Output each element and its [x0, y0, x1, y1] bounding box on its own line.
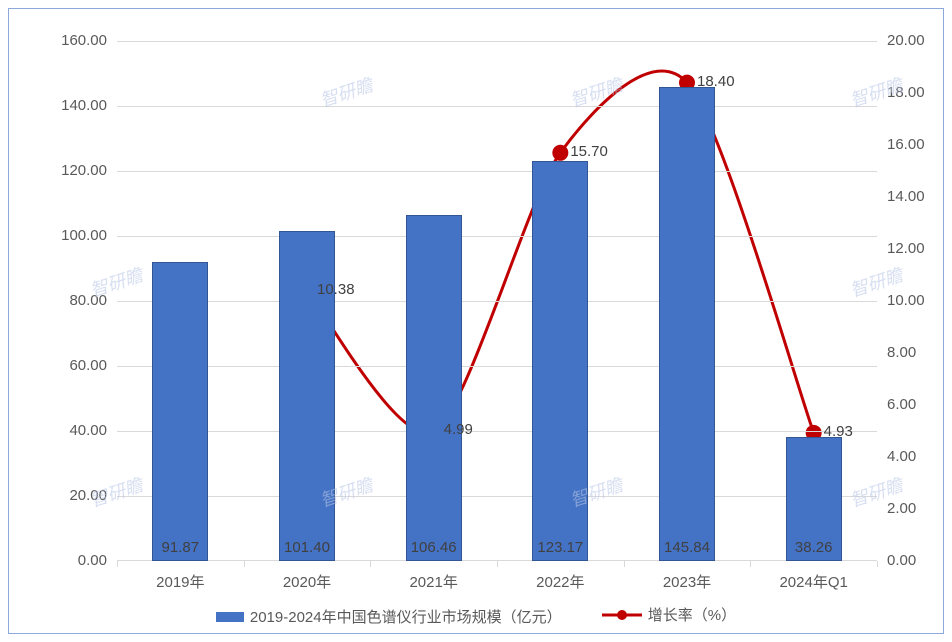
grid-line	[117, 171, 877, 172]
y-left-tick-label: 120.00	[47, 162, 107, 179]
growth-line-value-label: 4.93	[824, 423, 853, 440]
grid-line	[117, 431, 877, 432]
x-tick-label: 2024年Q1	[779, 571, 847, 592]
x-tick	[244, 561, 245, 567]
y-right-tick-label: 2.00	[887, 500, 947, 517]
y-left-tick-label: 40.00	[47, 422, 107, 439]
bar	[659, 87, 715, 561]
bar-value-label: 38.26	[795, 539, 833, 556]
chart-frame: 2019-2024年中国色谱仪行业市场规模（亿元） 增长率（%） 0.00 20.…	[8, 8, 944, 634]
bar	[152, 262, 208, 561]
y-right-tick-label: 18.00	[887, 84, 947, 101]
x-tick-label: 2022年	[536, 571, 584, 592]
x-tick	[624, 561, 625, 567]
y-left-tick-label: 0.00	[47, 552, 107, 569]
grid-line	[117, 496, 877, 497]
growth-line-value-label: 10.38	[317, 281, 355, 298]
bar-value-label: 145.84	[664, 539, 710, 556]
y-left-tick-label: 160.00	[47, 32, 107, 49]
bar-value-label: 123.17	[537, 539, 583, 556]
x-tick-label: 2020年	[283, 571, 331, 592]
y-right-tick-label: 8.00	[887, 344, 947, 361]
x-tick	[877, 561, 878, 567]
growth-line-value-label: 15.70	[570, 143, 608, 160]
y-right-tick-label: 14.00	[887, 188, 947, 205]
bar-value-label: 106.46	[411, 539, 457, 556]
grid-line	[117, 106, 877, 107]
y-right-tick-label: 12.00	[887, 240, 947, 257]
x-tick	[497, 561, 498, 567]
y-right-tick-label: 4.00	[887, 448, 947, 465]
grid-line	[117, 366, 877, 367]
y-left-tick-label: 20.00	[47, 487, 107, 504]
x-tick	[370, 561, 371, 567]
x-tick-label: 2021年	[409, 571, 457, 592]
legend-line-item: 增长率（%）	[602, 604, 736, 625]
y-right-tick-label: 20.00	[887, 32, 947, 49]
y-left-tick-label: 100.00	[47, 227, 107, 244]
y-right-tick-label: 6.00	[887, 396, 947, 413]
y-left-tick-label: 60.00	[47, 357, 107, 374]
legend-bar-swatch	[216, 612, 244, 622]
legend-line-swatch	[602, 608, 642, 622]
growth-line-value-label: 18.40	[697, 73, 735, 90]
y-right-tick-label: 0.00	[887, 552, 947, 569]
grid-line	[117, 236, 877, 237]
x-tick-label: 2023年	[663, 571, 711, 592]
legend-bar-label: 2019-2024年中国色谱仪行业市场规模（亿元）	[250, 606, 562, 627]
grid-line	[117, 41, 877, 42]
x-tick	[750, 561, 751, 567]
y-right-tick-label: 16.00	[887, 136, 947, 153]
bar-value-label: 101.40	[284, 539, 330, 556]
x-tick	[117, 561, 118, 567]
legend: 2019-2024年中国色谱仪行业市场规模（亿元） 增长率（%）	[9, 604, 943, 627]
growth-line-value-label: 4.99	[444, 421, 473, 438]
bar	[532, 161, 588, 561]
growth-line-marker	[552, 145, 568, 161]
y-left-tick-label: 80.00	[47, 292, 107, 309]
bar	[406, 215, 462, 561]
y-right-tick-label: 10.00	[887, 292, 947, 309]
legend-line-label: 增长率（%）	[648, 604, 736, 625]
plot-area	[117, 41, 877, 561]
legend-bar-item: 2019-2024年中国色谱仪行业市场规模（亿元）	[216, 606, 562, 627]
bar-value-label: 91.87	[162, 539, 200, 556]
x-tick-label: 2019年	[156, 571, 204, 592]
y-left-tick-label: 140.00	[47, 97, 107, 114]
grid-line	[117, 301, 877, 302]
